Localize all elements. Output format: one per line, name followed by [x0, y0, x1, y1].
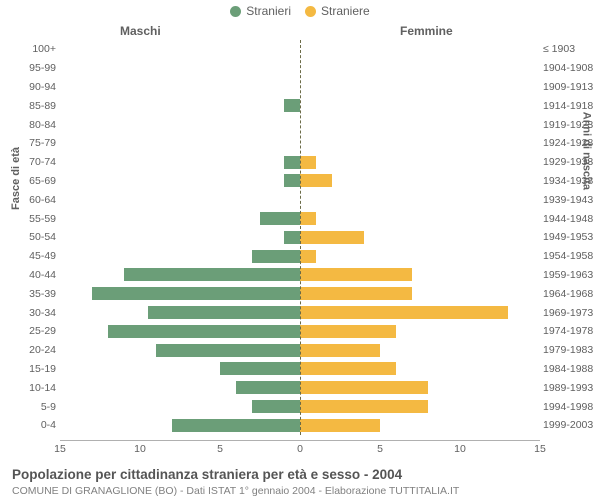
birth-year-label: 1994-1998 — [543, 401, 598, 413]
title-female: Femmine — [400, 24, 453, 38]
age-label: 80-84 — [16, 119, 56, 131]
x-tick: 10 — [134, 443, 146, 455]
bar-female — [300, 419, 380, 432]
chart-title: Popolazione per cittadinanza straniera p… — [12, 467, 402, 482]
birth-year-label: 1974-1978 — [543, 325, 598, 337]
birth-year-label: 1919-1923 — [543, 119, 598, 131]
age-label: 30-34 — [16, 307, 56, 319]
birth-year-label: 1949-1953 — [543, 231, 598, 243]
bar-female — [300, 287, 412, 300]
age-label: 70-74 — [16, 156, 56, 168]
age-label: 90-94 — [16, 81, 56, 93]
legend-item-male: Stranieri — [230, 4, 291, 18]
legend-swatch-female — [305, 6, 316, 17]
bar-female — [300, 156, 316, 169]
bar-male — [252, 400, 300, 413]
legend-label-female: Straniere — [321, 4, 370, 18]
birth-year-label: 1934-1938 — [543, 175, 598, 187]
bar-female — [300, 174, 332, 187]
age-label: 60-64 — [16, 194, 56, 206]
bar-male — [284, 231, 300, 244]
birth-year-label: 1929-1933 — [543, 156, 598, 168]
age-label: 10-14 — [16, 382, 56, 394]
age-label: 45-49 — [16, 250, 56, 262]
x-tick: 5 — [377, 443, 383, 455]
birth-year-label: 1904-1908 — [543, 62, 598, 74]
age-label: 65-69 — [16, 175, 56, 187]
age-label: 20-24 — [16, 344, 56, 356]
age-label: 50-54 — [16, 231, 56, 243]
bar-male — [260, 212, 300, 225]
birth-year-label: 1939-1943 — [543, 194, 598, 206]
bar-female — [300, 381, 428, 394]
bar-female — [300, 306, 508, 319]
birth-year-label: 1984-1988 — [543, 363, 598, 375]
x-tick: 0 — [297, 443, 303, 455]
chart-area: 100+≤ 190395-991904-190890-941909-191385… — [60, 40, 540, 435]
chart-container: Stranieri Straniere Maschi Femmine Fasce… — [0, 0, 600, 500]
age-label: 85-89 — [16, 100, 56, 112]
birth-year-label: 1914-1918 — [543, 100, 598, 112]
birth-year-label: 1989-1993 — [543, 382, 598, 394]
age-label: 15-19 — [16, 363, 56, 375]
x-axis-line — [60, 440, 540, 441]
x-tick: 5 — [217, 443, 223, 455]
title-male: Maschi — [120, 24, 161, 38]
age-label: 40-44 — [16, 269, 56, 281]
bar-male — [108, 325, 300, 338]
birth-year-label: 1979-1983 — [543, 344, 598, 356]
center-axis-line — [300, 40, 301, 435]
birth-year-label: ≤ 1903 — [543, 43, 598, 55]
bar-female — [300, 400, 428, 413]
x-tick: 15 — [54, 443, 66, 455]
bar-male — [252, 250, 300, 263]
bar-male — [172, 419, 300, 432]
legend-label-male: Stranieri — [246, 4, 291, 18]
bar-female — [300, 362, 396, 375]
chart-subtitle: COMUNE DI GRANAGLIONE (BO) - Dati ISTAT … — [12, 485, 459, 497]
birth-year-label: 1909-1913 — [543, 81, 598, 93]
birth-year-label: 1944-1948 — [543, 213, 598, 225]
birth-year-label: 1999-2003 — [543, 419, 598, 431]
x-axis: 15105051015 — [60, 440, 540, 456]
age-label: 35-39 — [16, 288, 56, 300]
bar-male — [284, 174, 300, 187]
bar-female — [300, 325, 396, 338]
bar-male — [284, 99, 300, 112]
bar-female — [300, 268, 412, 281]
birth-year-label: 1969-1973 — [543, 307, 598, 319]
legend: Stranieri Straniere — [0, 0, 600, 18]
bar-female — [300, 344, 380, 357]
bar-male — [220, 362, 300, 375]
age-label: 0-4 — [16, 419, 56, 431]
bar-male — [284, 156, 300, 169]
x-tick: 10 — [454, 443, 466, 455]
bar-male — [156, 344, 300, 357]
bar-male — [148, 306, 300, 319]
legend-swatch-male — [230, 6, 241, 17]
age-label: 95-99 — [16, 62, 56, 74]
age-label: 25-29 — [16, 325, 56, 337]
age-label: 100+ — [16, 43, 56, 55]
age-label: 5-9 — [16, 401, 56, 413]
birth-year-label: 1964-1968 — [543, 288, 598, 300]
x-tick: 15 — [534, 443, 546, 455]
age-label: 55-59 — [16, 213, 56, 225]
bar-male — [124, 268, 300, 281]
bar-male — [92, 287, 300, 300]
birth-year-label: 1954-1958 — [543, 250, 598, 262]
bar-female — [300, 250, 316, 263]
age-label: 75-79 — [16, 137, 56, 149]
legend-item-female: Straniere — [305, 4, 370, 18]
birth-year-label: 1959-1963 — [543, 269, 598, 281]
bar-male — [236, 381, 300, 394]
bar-female — [300, 212, 316, 225]
birth-year-label: 1924-1928 — [543, 137, 598, 149]
bar-female — [300, 231, 364, 244]
